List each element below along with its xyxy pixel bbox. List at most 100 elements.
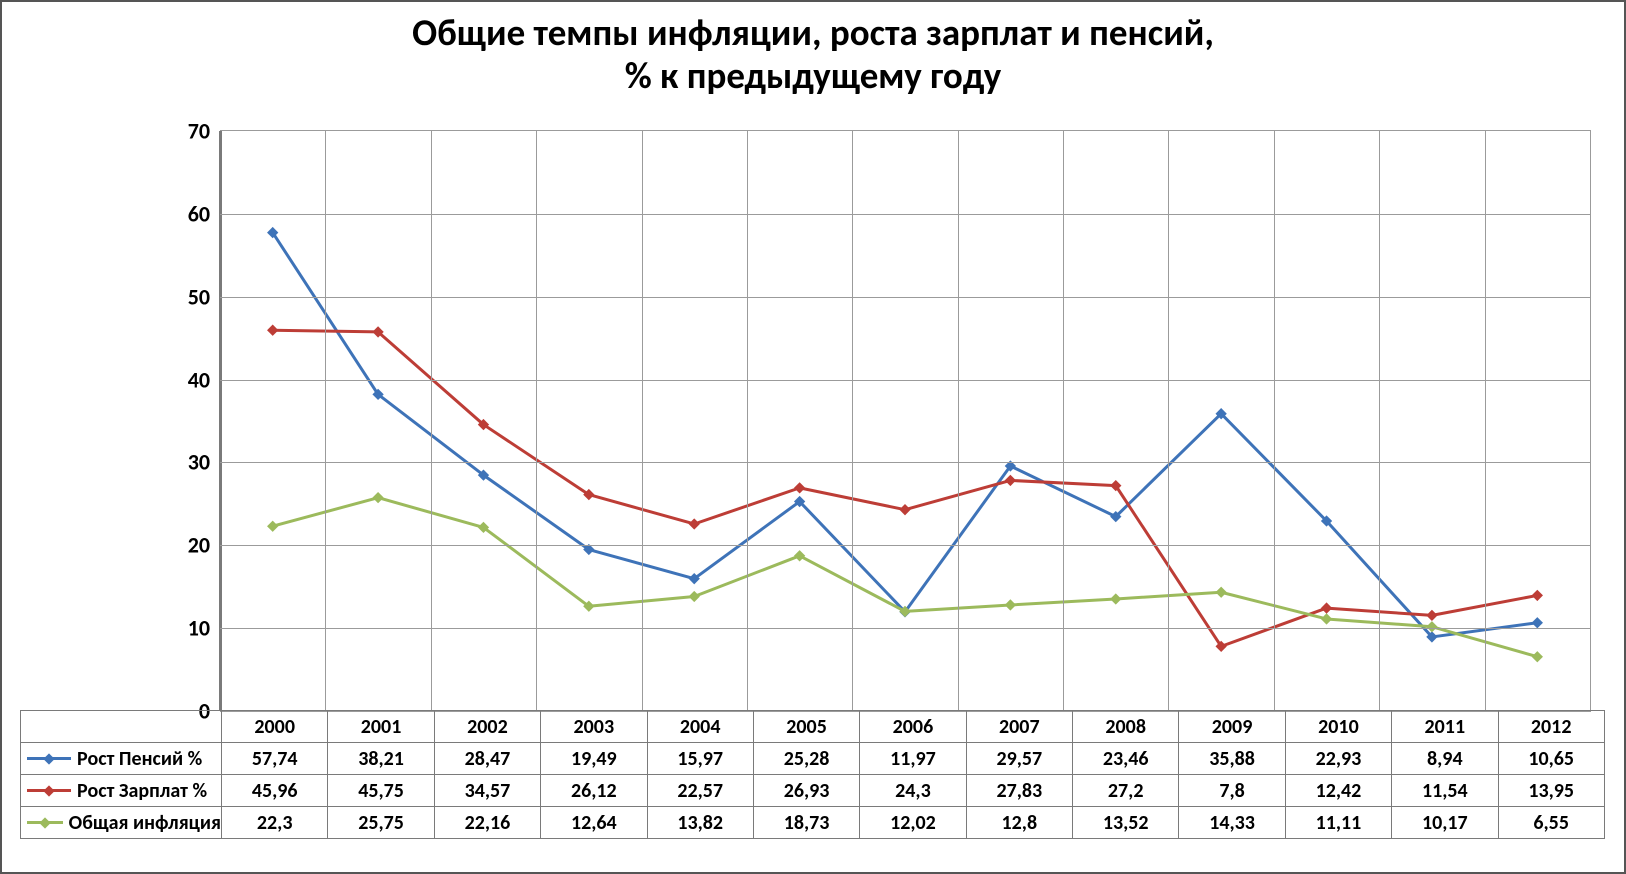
series-line: [273, 233, 1538, 637]
series-marker: [1532, 617, 1543, 628]
table-cell: 25,28: [753, 743, 859, 775]
legend-marker-icon: [43, 785, 54, 796]
series-marker: [794, 482, 805, 493]
y-tick-label: 30: [188, 449, 220, 476]
legend-marker-icon: [39, 817, 50, 828]
table-header-cell: 2012: [1498, 711, 1604, 743]
series-marker: [1005, 475, 1016, 486]
data-table: 2000200120022003200420052006200720082009…: [20, 710, 1605, 839]
y-tick-label: 10: [188, 615, 220, 642]
table-header-cell: 2000: [222, 711, 328, 743]
table-cell: 12,64: [541, 807, 647, 839]
series-marker: [267, 325, 278, 336]
table-cell: 7,8: [1179, 775, 1285, 807]
gridline-v: [852, 131, 853, 711]
y-tick-label: 20: [188, 532, 220, 559]
table-cell: 22,16: [434, 807, 540, 839]
table-cell: 18,73: [753, 807, 859, 839]
line-series-svg: [220, 131, 1590, 711]
table-cell: 15,97: [647, 743, 753, 775]
table-cell: 22,3: [222, 807, 328, 839]
table-cell: 26,12: [541, 775, 647, 807]
legend-cell: Рост Пенсий %: [21, 743, 222, 775]
series-marker: [1110, 593, 1121, 604]
y-tick-label: 40: [188, 366, 220, 393]
series-marker: [1532, 651, 1543, 662]
series-line: [273, 498, 1538, 657]
gridline-v: [1063, 131, 1064, 711]
legend-line-icon: [27, 821, 63, 824]
table-cell: 22,93: [1285, 743, 1391, 775]
table-cell: 25,75: [328, 807, 434, 839]
table-cell: 26,93: [753, 775, 859, 807]
gridline-h: [220, 628, 1590, 629]
table-cell: 13,82: [647, 807, 753, 839]
table-header-cell: 2005: [753, 711, 859, 743]
series-marker: [1532, 590, 1543, 601]
table-cell: 23,46: [1073, 743, 1179, 775]
table-cell: 57,74: [222, 743, 328, 775]
legend-marker-icon: [43, 753, 54, 764]
table-header-cell: 2007: [966, 711, 1072, 743]
table-cell: 13,52: [1073, 807, 1179, 839]
table-cell: 22,57: [647, 775, 753, 807]
series-line: [273, 330, 1538, 646]
series-marker: [372, 492, 383, 503]
gridline-h: [220, 545, 1590, 546]
table-cell: 28,47: [434, 743, 540, 775]
table-cell: 10,65: [1498, 743, 1604, 775]
legend-cell: Рост Зарплат %: [21, 775, 222, 807]
legend-line-icon: [27, 757, 71, 760]
table-header-row: 2000200120022003200420052006200720082009…: [21, 711, 1605, 743]
table-row: Рост Пенсий % 57,7438,2128,4719,4915,9725…: [21, 743, 1605, 775]
legend-line-icon: [27, 789, 71, 792]
series-marker: [689, 591, 700, 602]
series-marker: [689, 518, 700, 529]
table-cell: 19,49: [541, 743, 647, 775]
plot-area: 010203040506070: [220, 130, 1591, 712]
legend-label: Рост Пенсий %: [77, 747, 202, 771]
table-cell: 24,3: [860, 775, 966, 807]
y-tick-label: 60: [188, 200, 220, 227]
table-cell: 35,88: [1179, 743, 1285, 775]
table-header-cell: 2001: [328, 711, 434, 743]
table-cell: 45,96: [222, 775, 328, 807]
gridline-h: [220, 297, 1590, 298]
table-header-cell: 2002: [434, 711, 540, 743]
table-cell: 27,83: [966, 775, 1072, 807]
table-cell: 13,95: [1498, 775, 1604, 807]
table-cell: 38,21: [328, 743, 434, 775]
gridline-v: [325, 131, 326, 711]
table-cell: 27,2: [1073, 775, 1179, 807]
series-marker: [267, 521, 278, 532]
gridline-h: [220, 462, 1590, 463]
gridline-v: [642, 131, 643, 711]
chart-title-line1: Общие темпы инфляции, роста зарплат и пе…: [2, 12, 1624, 55]
series-marker: [1321, 613, 1332, 624]
gridline-v: [431, 131, 432, 711]
gridline-v: [958, 131, 959, 711]
gridline-h: [220, 214, 1590, 215]
y-tick-label: 50: [188, 283, 220, 310]
gridline-h: [220, 380, 1590, 381]
table-header-cell: 2006: [860, 711, 966, 743]
gridline-v: [1168, 131, 1169, 711]
table-cell: 11,54: [1392, 775, 1498, 807]
table-row: Общая инфляция22,325,7522,1612,6413,8218…: [21, 807, 1605, 839]
table-header-cell: 2011: [1392, 711, 1498, 743]
table-cell: 12,42: [1285, 775, 1391, 807]
table-cell: 10,17: [1392, 807, 1498, 839]
chart-title: Общие темпы инфляции, роста зарплат и пе…: [2, 2, 1624, 97]
table-header-cell: 2010: [1285, 711, 1391, 743]
series-marker: [1426, 610, 1437, 621]
table-row: Рост Зарплат %45,9645,7534,5726,1222,572…: [21, 775, 1605, 807]
table-cell: 34,57: [434, 775, 540, 807]
series-marker: [1215, 587, 1226, 598]
legend-label: Общая инфляция: [69, 811, 221, 835]
table-cell: 29,57: [966, 743, 1072, 775]
gridline-v: [1274, 131, 1275, 711]
chart-title-line2: % к предыдущему году: [2, 55, 1624, 98]
y-tick-label: 70: [188, 118, 220, 145]
table-cell: 11,11: [1285, 807, 1391, 839]
table-header-cell: 2008: [1073, 711, 1179, 743]
